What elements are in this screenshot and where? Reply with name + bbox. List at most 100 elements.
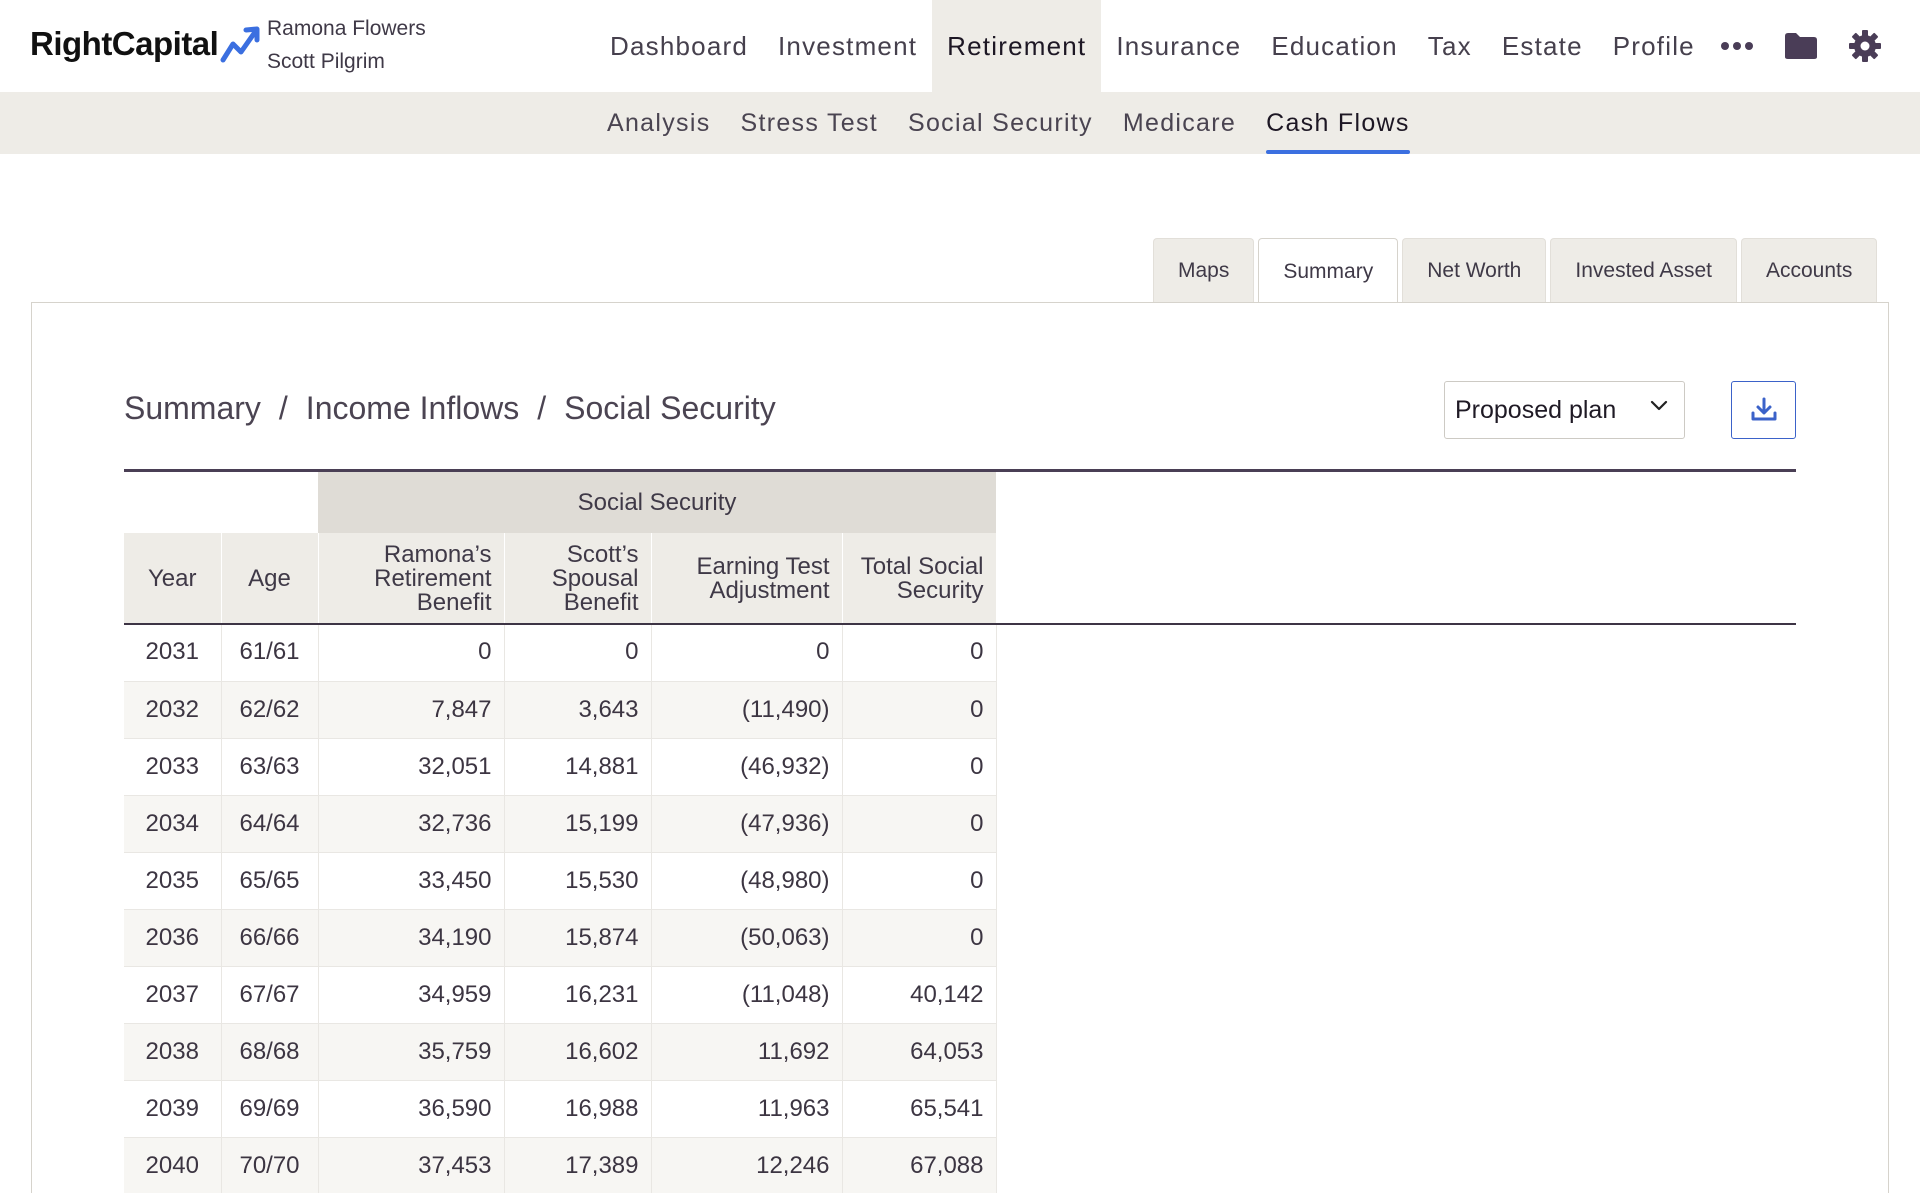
client-secondary-name: Scott Pilgrim — [267, 50, 385, 73]
table-header-divider — [124, 623, 1796, 625]
cell-ramona-benefit: 35,759 — [318, 1023, 505, 1081]
subnav-item-medicare[interactable]: Medicare — [1122, 108, 1237, 137]
cell-total: 0 — [842, 681, 997, 739]
cell-age: 66/66 — [221, 909, 319, 967]
cell-ramona-benefit: 32,051 — [318, 738, 505, 796]
cell-year: 2039 — [124, 1080, 222, 1138]
plan-select[interactable]: Proposed plan — [1444, 381, 1685, 439]
cell-year: 2032 — [124, 681, 222, 739]
gear-icon[interactable] — [1833, 18, 1897, 74]
plan-select-value: Proposed plan — [1455, 395, 1617, 424]
cell-year: 2040 — [124, 1137, 222, 1193]
download-icon — [1751, 397, 1776, 421]
table-row: 2039 69/69 36,590 16,988 11,963 65,541 — [124, 1080, 997, 1138]
subnav-item-cash-flows[interactable]: Cash Flows — [1251, 92, 1425, 154]
nav-item-tax[interactable]: Tax — [1427, 30, 1472, 61]
sub-nav: Analysis Stress Test Social Security Med… — [592, 92, 1425, 154]
cell-year: 2035 — [124, 852, 222, 910]
cell-ramona-benefit: 0 — [318, 624, 505, 682]
table-row: 2032 62/62 7,847 3,643 (11,490) 0 — [124, 681, 997, 739]
nav-item-estate[interactable]: Estate — [1501, 30, 1583, 61]
cell-ramona-benefit: 37,453 — [318, 1137, 505, 1193]
column-header-age[interactable]: Age — [221, 533, 319, 624]
table-header-row: Year Age Ramona’s Retirement Benefit Sco… — [124, 533, 997, 624]
tab-summary[interactable]: Summary — [1258, 238, 1399, 304]
cell-age: 70/70 — [221, 1137, 319, 1193]
cell-ramona-benefit: 33,450 — [318, 852, 505, 910]
subnav-item-analysis[interactable]: Analysis — [607, 108, 711, 137]
cell-total: 0 — [842, 852, 997, 910]
cell-year: 2034 — [124, 795, 222, 853]
nav-item-profile[interactable]: Profile — [1612, 30, 1695, 61]
table-row: 2038 68/68 35,759 16,602 11,692 64,053 — [124, 1023, 997, 1081]
cell-age: 65/65 — [221, 852, 319, 910]
subnav-item-stress-test[interactable]: Stress Test — [740, 108, 878, 137]
cell-ramona-benefit: 34,959 — [318, 966, 505, 1024]
column-header-year[interactable]: Year — [124, 533, 222, 624]
nav-item-investment[interactable]: Investment — [778, 30, 918, 61]
table-top-divider — [124, 469, 1796, 472]
cell-age: 67/67 — [221, 966, 319, 1024]
cell-scott-benefit: 15,199 — [504, 795, 652, 853]
cell-scott-benefit: 16,231 — [504, 966, 652, 1024]
cell-scott-benefit: 14,881 — [504, 738, 652, 796]
cell-total: 0 — [842, 795, 997, 853]
cell-year: 2033 — [124, 738, 222, 796]
breadcrumb-summary[interactable]: Summary — [124, 390, 261, 426]
tab-accounts[interactable]: Accounts — [1740, 238, 1878, 302]
nav-item-education[interactable]: Education — [1271, 30, 1398, 61]
cell-scott-benefit: 16,602 — [504, 1023, 652, 1081]
chevron-down-icon — [1650, 400, 1668, 411]
tab-invested-asset[interactable]: Invested Asset — [1550, 238, 1737, 302]
table-row: 2033 63/63 32,051 14,881 (46,932) 0 — [124, 738, 997, 796]
subnav-item-social-security[interactable]: Social Security — [908, 108, 1093, 137]
folder-icon[interactable] — [1769, 18, 1833, 74]
cell-earning-adjustment: (11,048) — [651, 966, 843, 1024]
nav-item-retirement[interactable]: Retirement — [932, 0, 1102, 92]
table-group-header-row: Social Security — [124, 472, 996, 533]
cell-scott-benefit: 16,988 — [504, 1080, 652, 1138]
cell-total: 0 — [842, 624, 997, 682]
logo-text: RightCapital — [30, 25, 219, 62]
cell-total: 64,053 — [842, 1023, 997, 1081]
download-button[interactable] — [1731, 381, 1796, 439]
breadcrumb-income-inflows[interactable]: Income Inflows — [305, 390, 520, 426]
cell-ramona-benefit: 32,736 — [318, 795, 505, 853]
cell-scott-benefit: 15,874 — [504, 909, 652, 967]
logo-chart-icon — [220, 26, 260, 63]
cell-scott-benefit: 0 — [504, 624, 652, 682]
cell-earning-adjustment: (50,063) — [651, 909, 843, 967]
cell-earning-adjustment: 12,246 — [651, 1137, 843, 1193]
top-navigation-bar: RightCapital Ramona Flowers Scott Pilgri… — [0, 0, 1920, 92]
breadcrumb-social-security: Social Security — [564, 390, 776, 426]
cell-year: 2036 — [124, 909, 222, 967]
cell-earning-adjustment: (46,932) — [651, 738, 843, 796]
column-header-total-social-security[interactable]: Total Social Security — [842, 533, 997, 624]
cell-total: 65,541 — [842, 1080, 997, 1138]
cell-age: 69/69 — [221, 1080, 319, 1138]
cell-scott-benefit: 15,530 — [504, 852, 652, 910]
tab-maps[interactable]: Maps — [1153, 238, 1255, 302]
more-icon[interactable] — [1705, 18, 1769, 74]
sub-navigation-bar: Analysis Stress Test Social Security Med… — [0, 92, 1920, 154]
column-header-earning-test-adjustment[interactable]: Earning Test Adjustment — [651, 533, 843, 624]
column-header-scott-spousal-benefit[interactable]: Scott’s Spousal Benefit — [504, 533, 652, 624]
table-group-spacer — [124, 472, 318, 533]
cell-age: 64/64 — [221, 795, 319, 853]
cell-earning-adjustment: 11,692 — [651, 1023, 843, 1081]
table-row: 2031 61/61 0 0 0 0 — [124, 624, 997, 682]
nav-item-dashboard[interactable]: Dashboard — [610, 30, 748, 61]
tab-net-worth[interactable]: Net Worth — [1402, 238, 1547, 302]
breadcrumb-separator: / — [537, 390, 547, 426]
breadcrumb-separator: / — [278, 390, 288, 426]
cell-total: 0 — [842, 909, 997, 967]
column-header-ramona-retirement-benefit[interactable]: Ramona’s Retirement Benefit — [318, 533, 505, 624]
main-nav: Dashboard Investment Retirement Insuranc… — [595, 0, 1710, 92]
client-names[interactable]: Ramona Flowers Scott Pilgrim — [267, 12, 426, 78]
cell-total: 0 — [842, 738, 997, 796]
nav-item-insurance[interactable]: Insurance — [1116, 30, 1242, 61]
cell-year: 2031 — [124, 624, 222, 682]
table-row: 2034 64/64 32,736 15,199 (47,936) 0 — [124, 795, 997, 853]
rightcapital-logo[interactable]: RightCapital — [30, 22, 264, 66]
cell-scott-benefit: 3,643 — [504, 681, 652, 739]
